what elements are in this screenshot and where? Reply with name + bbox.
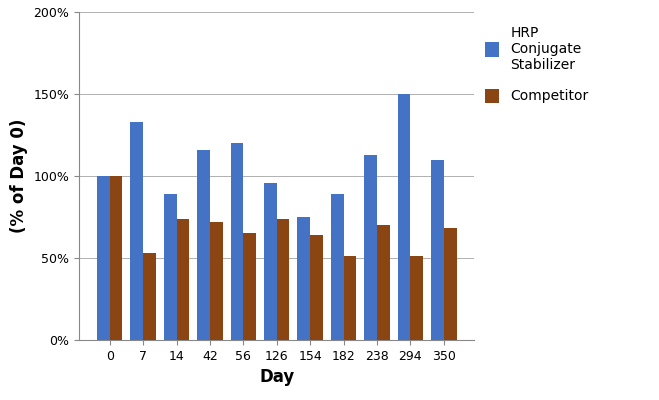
Bar xyxy=(264,182,277,340)
Bar xyxy=(97,176,110,340)
Bar xyxy=(377,225,389,340)
X-axis label: Day: Day xyxy=(259,368,295,386)
Bar xyxy=(364,155,377,340)
Bar xyxy=(444,228,457,340)
Bar xyxy=(130,122,143,340)
Y-axis label: (% of Day 0): (% of Day 0) xyxy=(10,119,28,233)
Bar xyxy=(297,217,310,340)
Bar xyxy=(310,235,323,340)
Bar xyxy=(343,256,357,340)
Bar xyxy=(231,143,243,340)
Bar xyxy=(431,160,444,340)
Bar xyxy=(398,94,411,340)
Bar xyxy=(177,219,189,340)
Bar xyxy=(411,256,423,340)
Bar xyxy=(143,253,156,340)
Bar xyxy=(277,219,289,340)
Bar xyxy=(197,150,210,340)
Bar xyxy=(110,176,123,340)
Legend: HRP
Conjugate
Stabilizer, Competitor: HRP Conjugate Stabilizer, Competitor xyxy=(486,26,588,103)
Bar xyxy=(164,194,177,340)
Bar xyxy=(331,194,343,340)
Bar xyxy=(210,222,223,340)
Bar xyxy=(243,233,256,340)
